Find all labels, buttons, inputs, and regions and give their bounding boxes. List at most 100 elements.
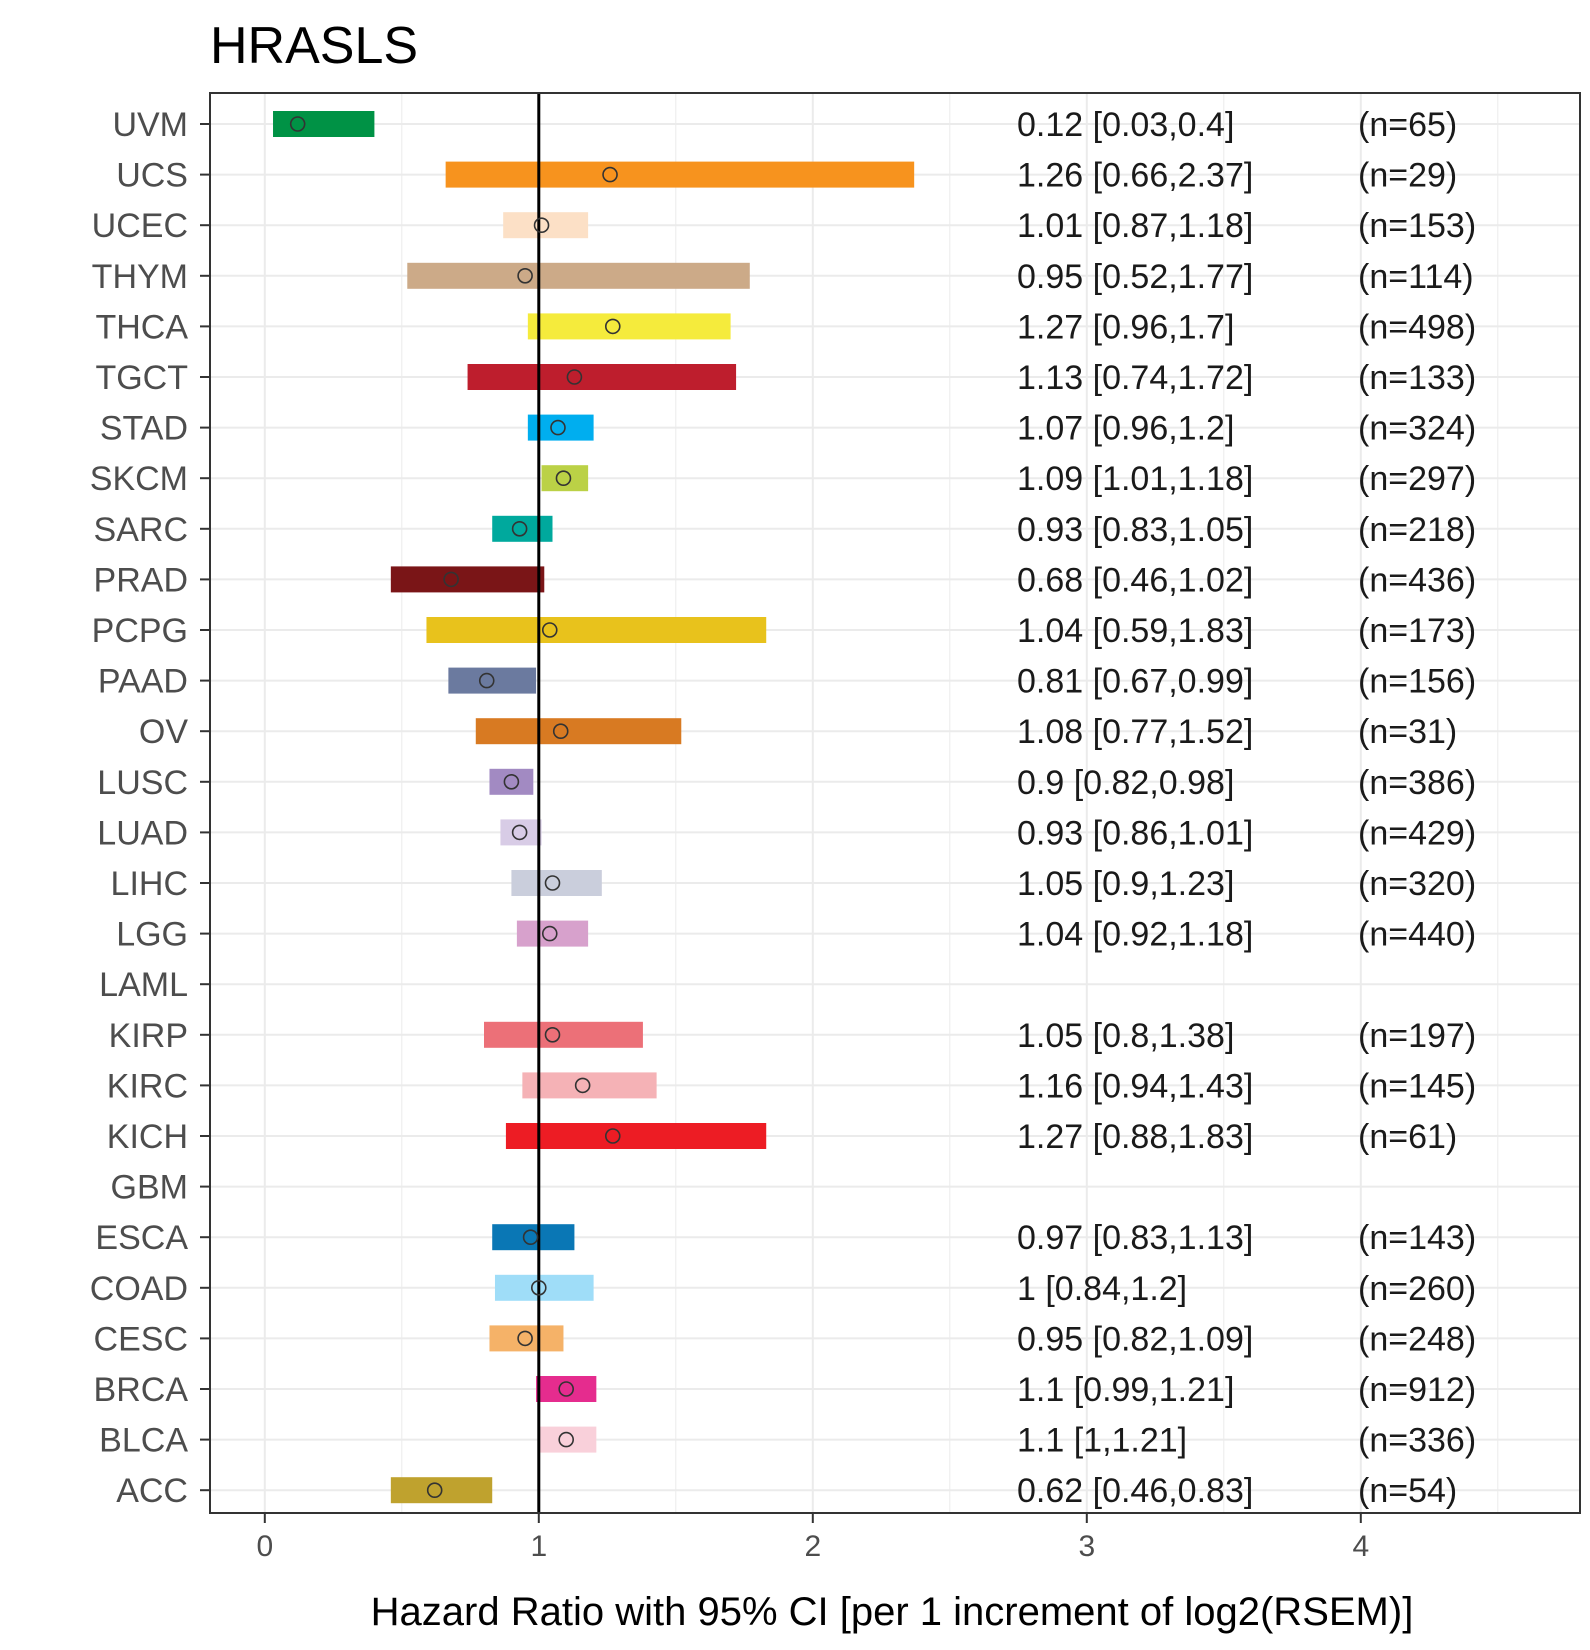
category-label: SKCM xyxy=(90,460,188,498)
sample-size-label: (n=324) xyxy=(1358,410,1476,448)
hr-point-ucs xyxy=(602,166,618,183)
category-label: PAAD xyxy=(98,663,188,701)
hr-point-sarc xyxy=(511,520,528,537)
hr-ci-label: 1.1 [0.99,1.21] xyxy=(1017,1371,1234,1409)
category-label: CESC xyxy=(94,1320,188,1358)
ci-bar-paad xyxy=(448,667,537,694)
hr-point-brca xyxy=(558,1381,575,1397)
x-axis: 0 1 2 3 4 xyxy=(256,1513,1369,1563)
hr-ci-label: 1.08 [0.77,1.52] xyxy=(1017,713,1253,751)
sample-size-label: (n=54) xyxy=(1358,1472,1457,1510)
hr-ci-label: 1.01 [0.87,1.18] xyxy=(1017,207,1253,245)
ci-bar-ov xyxy=(475,718,682,745)
category-label: KIRP xyxy=(109,1017,188,1055)
sample-size-label: (n=297) xyxy=(1358,460,1476,498)
hr-ci-label: 1.13 [0.74,1.72] xyxy=(1017,359,1253,397)
hr-point-thca xyxy=(604,318,621,335)
x-tick-label: 4 xyxy=(1352,1530,1369,1563)
sample-size-label: (n=429) xyxy=(1358,814,1476,852)
ci-bar-prad xyxy=(390,566,545,593)
category-label: COAD xyxy=(90,1270,188,1308)
hr-point-luad xyxy=(511,824,528,841)
y-axis: UVM UCS UCEC THYM THCA TGCT STAD SKCM SARC PRAD PC… xyxy=(90,106,210,1510)
sample-size-label: (n=912) xyxy=(1358,1371,1476,1409)
hr-ci-label: 0.81 [0.67,0.99] xyxy=(1017,663,1253,701)
sample-size-label: (n=61) xyxy=(1358,1118,1457,1156)
sample-size-label: (n=143) xyxy=(1358,1219,1476,1257)
category-label: LIHC xyxy=(111,865,188,903)
category-label: ESCA xyxy=(95,1219,188,1257)
hr-ci-label: 1.09 [1.01,1.18] xyxy=(1017,460,1253,498)
hr-point-ucec xyxy=(533,217,550,233)
ci-bar-skcm xyxy=(541,465,589,492)
sample-size-label: (n=133) xyxy=(1358,359,1476,397)
category-label: SARC xyxy=(94,511,188,549)
hr-ci-label: 1.04 [0.59,1.83] xyxy=(1017,612,1253,650)
x-axis-label: Hazard Ratio with 95% CI [per 1 incremen… xyxy=(371,1590,1414,1634)
hr-point-lihc xyxy=(544,875,561,891)
category-label: PRAD xyxy=(94,561,188,599)
sample-size-label: (n=218) xyxy=(1358,511,1476,549)
ci-bar-uvm xyxy=(273,111,375,137)
hr-ci-label: 1.27 [0.96,1.7] xyxy=(1017,308,1234,346)
category-label: LAML xyxy=(99,966,188,1004)
category-label: GBM xyxy=(111,1169,188,1207)
hr-ci-label: 1.26 [0.66,2.37] xyxy=(1017,157,1253,195)
sample-size-label: (n=114) xyxy=(1358,258,1474,296)
hr-ci-label: 0.12 [0.03,0.4] xyxy=(1017,106,1234,144)
ci-bar-luad xyxy=(500,819,542,846)
sample-size-label: (n=65) xyxy=(1358,106,1457,144)
sample-size-label: (n=173) xyxy=(1358,612,1476,650)
ci-bar-esca xyxy=(492,1224,575,1251)
hr-ci-label: 0.62 [0.46,0.83] xyxy=(1017,1472,1253,1510)
hr-point-cesc xyxy=(517,1330,533,1347)
chart-title: HRASLS xyxy=(210,17,418,75)
sample-size-label: (n=248) xyxy=(1358,1320,1476,1358)
category-label: LUSC xyxy=(97,764,188,802)
hr-point-prad xyxy=(443,571,459,588)
ci-bar-kirp xyxy=(484,1021,643,1048)
ci-bar-tgct xyxy=(467,364,737,390)
category-label: UCS xyxy=(116,157,188,195)
panel-border xyxy=(209,92,1581,1514)
ci-bar-thca xyxy=(527,313,731,340)
hr-point-blca xyxy=(558,1431,575,1448)
grid xyxy=(210,93,1580,1513)
sample-size-label: (n=320) xyxy=(1358,865,1476,903)
category-label: STAD xyxy=(100,410,188,448)
hr-ci-label: 0.95 [0.82,1.09] xyxy=(1017,1320,1253,1358)
sample-size-label: (n=29) xyxy=(1358,157,1457,195)
category-label: BLCA xyxy=(99,1422,188,1460)
hr-point-tgct xyxy=(566,369,583,385)
sample-size-label: (n=336) xyxy=(1358,1422,1476,1460)
sample-size-label: (n=197) xyxy=(1358,1017,1476,1055)
sample-size-label: (n=145) xyxy=(1358,1067,1476,1105)
sample-size-label: (n=153) xyxy=(1358,207,1476,245)
hr-ci-label: 1.05 [0.8,1.38] xyxy=(1017,1017,1234,1055)
hr-point-thym xyxy=(517,267,533,284)
hr-point-lgg xyxy=(541,925,558,942)
x-tick-label: 2 xyxy=(804,1530,821,1563)
point-estimates xyxy=(289,116,621,1498)
ci-bar-thym xyxy=(407,262,750,289)
hr-ci-label: 0.95 [0.52,1.77] xyxy=(1017,258,1253,296)
ci-bar-pcpg xyxy=(426,617,767,643)
hr-ci-label: 1.27 [0.88,1.83] xyxy=(1017,1118,1253,1156)
sample-size-label: (n=31) xyxy=(1358,713,1457,751)
category-label: UVM xyxy=(112,106,188,144)
hr-ci-label: 1.07 [0.96,1.2] xyxy=(1017,410,1234,448)
sample-size-label: (n=440) xyxy=(1358,916,1476,954)
hr-ci-label: 1.04 [0.92,1.18] xyxy=(1017,916,1253,954)
category-label: OV xyxy=(139,713,188,751)
hr-ci-label: 1.1 [1,1.21] xyxy=(1017,1422,1187,1460)
ci-bar-brca xyxy=(536,1376,597,1402)
hr-point-kirc xyxy=(574,1077,591,1094)
ci-bar-lgg xyxy=(516,920,589,947)
hr-point-paad xyxy=(478,672,495,689)
ci-bars xyxy=(273,111,915,1504)
category-label: TGCT xyxy=(95,359,188,397)
category-label: KICH xyxy=(107,1118,188,1156)
hr-point-uvm xyxy=(289,116,306,132)
hr-point-stad xyxy=(550,419,566,436)
